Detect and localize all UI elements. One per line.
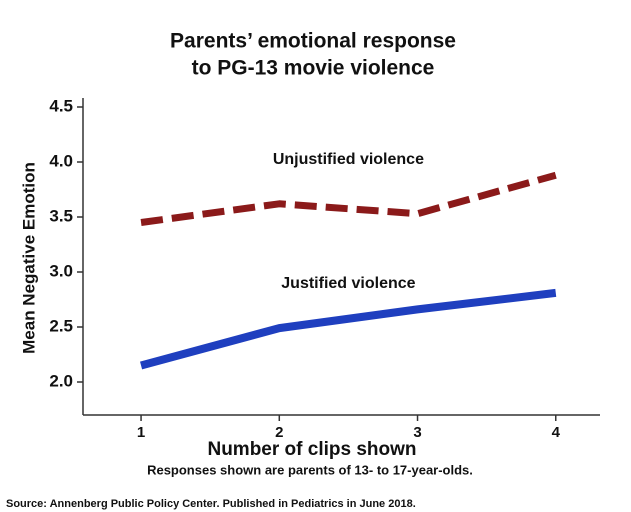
y-tick-label: 2.0 <box>49 371 73 390</box>
series-label: Unjustified violence <box>273 151 424 168</box>
y-tick-label: 3.0 <box>49 261 73 280</box>
y-tick-label: 2.5 <box>49 316 73 335</box>
x-tick-label: 1 <box>137 424 145 441</box>
x-tick-label: 4 <box>552 424 561 441</box>
y-tick-label: 4.5 <box>49 96 73 115</box>
note: Responses shown are parents of 13- to 17… <box>147 462 473 477</box>
chart-title: Parents’ emotional response <box>170 30 456 53</box>
series-label: Justified violence <box>281 275 415 292</box>
x-axis-title: Number of clips shown <box>207 439 416 460</box>
chart-title: to PG-13 movie violence <box>192 57 435 80</box>
y-axis-title: Mean Negative Emotion <box>19 162 38 354</box>
series-line <box>140 288 557 370</box>
x-tick-label: 3 <box>413 424 421 441</box>
y-tick-label: 3.5 <box>49 206 73 225</box>
series-line <box>140 171 557 226</box>
source: Source: Annenberg Public Policy Center. … <box>6 498 416 510</box>
x-tick-label: 2 <box>275 424 283 441</box>
y-tick-label: 4.0 <box>49 151 73 170</box>
